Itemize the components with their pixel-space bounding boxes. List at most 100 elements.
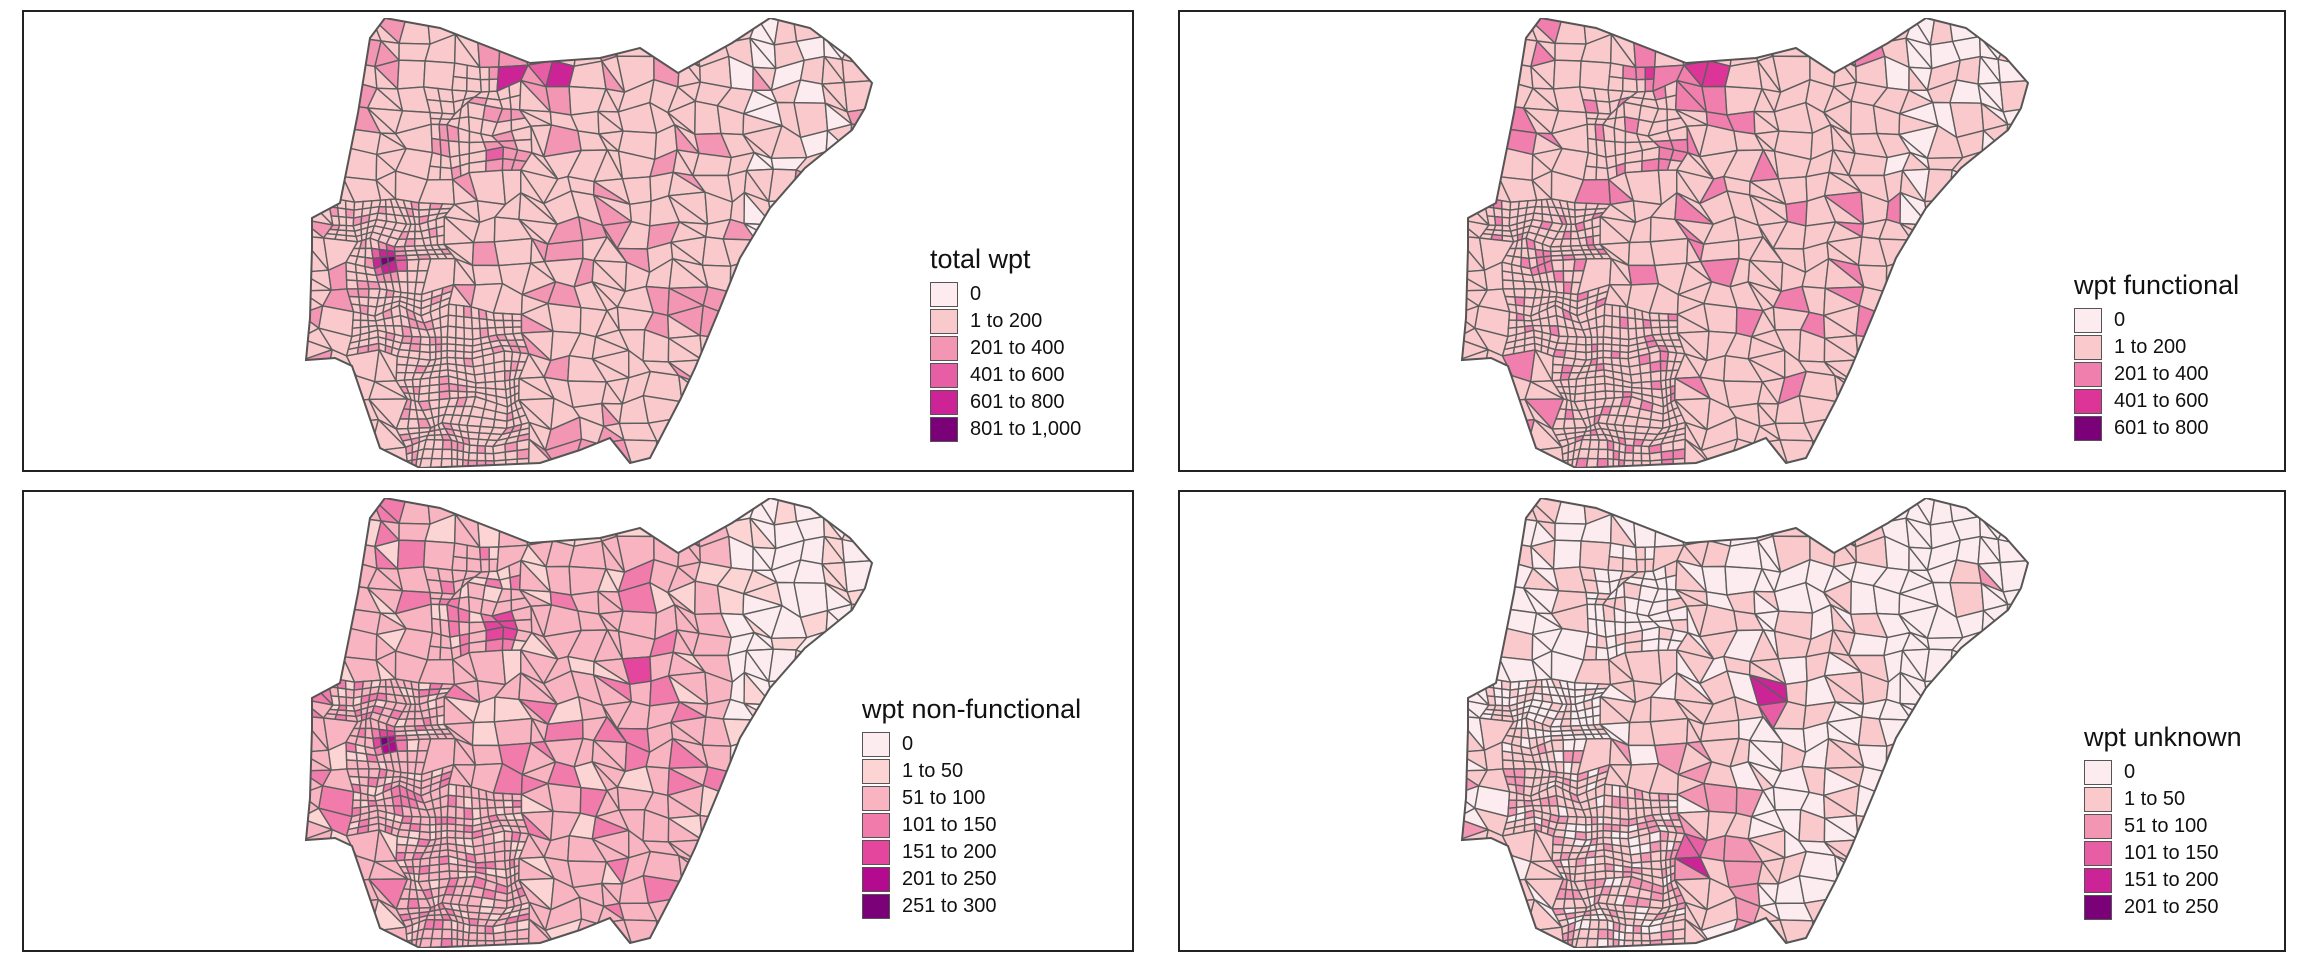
lga-region	[1634, 66, 1646, 81]
lga-region	[1501, 208, 1511, 219]
lga-region	[509, 574, 522, 591]
lga-region	[1611, 784, 1621, 798]
lga-region	[1593, 87, 1611, 103]
lga-region	[1597, 919, 1609, 931]
lga-region	[493, 850, 506, 863]
lga-region	[1552, 750, 1565, 763]
lga-region	[463, 316, 474, 330]
legend-item: 601 to 800	[930, 389, 1081, 416]
lga-region	[1552, 270, 1565, 283]
legend-label: 101 to 150	[2124, 842, 2219, 864]
lga-region	[492, 312, 505, 322]
lga-region	[1493, 687, 1503, 699]
lga-region	[446, 123, 460, 143]
lga-region	[1613, 607, 1627, 624]
lga-region	[692, 152, 732, 177]
lga-region	[504, 449, 518, 461]
lga-region	[352, 311, 362, 321]
lga-region	[1635, 78, 1646, 93]
legend-item: 0	[2084, 759, 2242, 786]
lga-region	[1624, 444, 1635, 454]
lga-region	[448, 382, 459, 393]
legend-item: 1 to 200	[2074, 334, 2239, 361]
lga-region	[1590, 336, 1599, 346]
lga-region	[1641, 157, 1660, 173]
lga-region	[1561, 710, 1572, 720]
lga-region	[346, 768, 360, 778]
lga-region	[502, 799, 514, 809]
lga-region	[498, 576, 512, 591]
legend-swatch	[2084, 760, 2112, 785]
lga-region	[1603, 620, 1617, 638]
legend-item: 201 to 250	[862, 866, 1081, 893]
lga-region	[1632, 459, 1643, 468]
lga-region	[1584, 336, 1593, 346]
lga-region	[1602, 805, 1613, 819]
lga-region	[468, 160, 487, 174]
lga-region	[1948, 169, 1983, 201]
lga-region	[478, 66, 490, 81]
legend-item: 0	[2074, 307, 2239, 334]
lga-region	[447, 140, 461, 158]
lga-region	[357, 768, 370, 779]
legend-item: 1 to 50	[862, 758, 1081, 785]
lga-region	[465, 557, 483, 573]
lga-region	[1593, 567, 1611, 583]
lga-region	[1567, 688, 1576, 698]
lga-region	[1611, 795, 1621, 809]
lga-region	[447, 783, 458, 797]
lga-region	[1552, 59, 1582, 90]
legend-item: 101 to 150	[862, 812, 1081, 839]
lga-region	[457, 607, 471, 624]
lga-region	[678, 854, 706, 883]
legend-title: wpt unknown	[2084, 722, 2242, 752]
lga-region	[792, 649, 827, 681]
legend-swatch	[2074, 335, 2102, 360]
lga-regions	[306, 498, 872, 948]
lga-region	[1848, 152, 1888, 177]
lga-region	[1585, 457, 1599, 468]
lga-region	[1554, 281, 1565, 294]
lga-region	[468, 924, 479, 934]
lga-region	[502, 312, 514, 322]
lga-region	[1596, 458, 1609, 468]
lga-region	[516, 928, 530, 940]
lga-region	[545, 565, 572, 596]
legend-swatch	[2074, 362, 2102, 387]
lga-region	[1623, 932, 1635, 942]
lga-region	[1554, 761, 1565, 774]
lga-region	[1596, 938, 1609, 948]
lga-region	[436, 714, 445, 726]
lga-region	[1621, 557, 1639, 573]
lga-region	[692, 632, 732, 657]
legend-swatch	[2084, 868, 2112, 893]
lga-region	[446, 603, 460, 623]
legend-swatch	[862, 840, 890, 865]
lga-region	[345, 750, 358, 762]
lga-region	[429, 631, 442, 649]
lga-region	[1494, 695, 1504, 707]
lga-region	[431, 448, 444, 460]
legend-item: 401 to 600	[930, 362, 1081, 389]
lga-region	[493, 799, 505, 809]
nigeria-choropleth-map	[304, 498, 874, 948]
lga-region	[1629, 852, 1643, 864]
lga-region	[468, 444, 479, 454]
lga-region	[479, 558, 490, 573]
lga-region	[1582, 165, 1598, 181]
lga-region	[454, 350, 465, 359]
lga-region	[1811, 440, 1835, 468]
lga-region	[452, 542, 468, 559]
lga-regions	[1462, 498, 2028, 948]
lga-region	[1811, 920, 1835, 948]
lga-region	[1948, 649, 1983, 681]
lga-region	[452, 62, 468, 79]
lga-region	[345, 208, 355, 219]
lga-region	[1924, 199, 1950, 226]
legend-item: 1 to 200	[930, 308, 1081, 335]
lga-region	[455, 326, 466, 340]
lga-region	[1595, 580, 1612, 595]
lga-region	[1604, 382, 1615, 393]
lga-region	[1639, 371, 1652, 383]
lga-region	[1550, 739, 1565, 752]
